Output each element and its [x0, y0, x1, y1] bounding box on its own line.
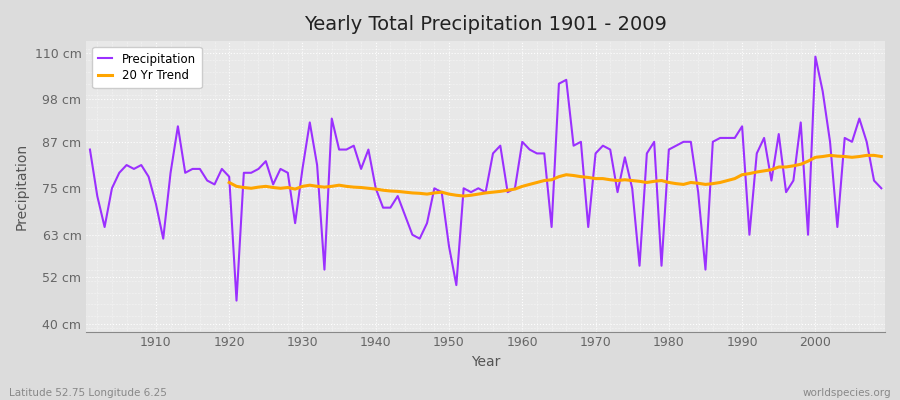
Text: Latitude 52.75 Longitude 6.25: Latitude 52.75 Longitude 6.25: [9, 388, 166, 398]
Precipitation: [524, 147, 535, 152]
Title: Yearly Total Precipitation 1901 - 2009: Yearly Total Precipitation 1901 - 2009: [304, 15, 667, 34]
Precipitation: [143, 174, 154, 179]
Legend: Precipitation, 20 Yr Trend: Precipitation, 20 Yr Trend: [92, 47, 202, 88]
20 Yr Trend: [605, 177, 616, 182]
Precipitation: [612, 190, 623, 194]
X-axis label: Year: Year: [471, 355, 500, 369]
20 Yr Trend: [876, 154, 886, 159]
20 Yr Trend: [509, 187, 520, 192]
Precipitation: [231, 298, 242, 303]
Precipitation: [517, 140, 527, 144]
Precipitation: [85, 147, 95, 152]
Precipitation: [311, 163, 322, 168]
20 Yr Trend: [348, 185, 359, 190]
20 Yr Trend: [304, 183, 315, 188]
Line: 20 Yr Trend: 20 Yr Trend: [230, 155, 881, 196]
Precipitation: [810, 54, 821, 59]
Precipitation: [356, 166, 366, 171]
20 Yr Trend: [517, 184, 527, 189]
Line: Precipitation: Precipitation: [90, 57, 881, 300]
Text: worldspecies.org: worldspecies.org: [803, 388, 891, 398]
Precipitation: [876, 186, 886, 191]
Y-axis label: Precipitation: Precipitation: [15, 143, 29, 230]
